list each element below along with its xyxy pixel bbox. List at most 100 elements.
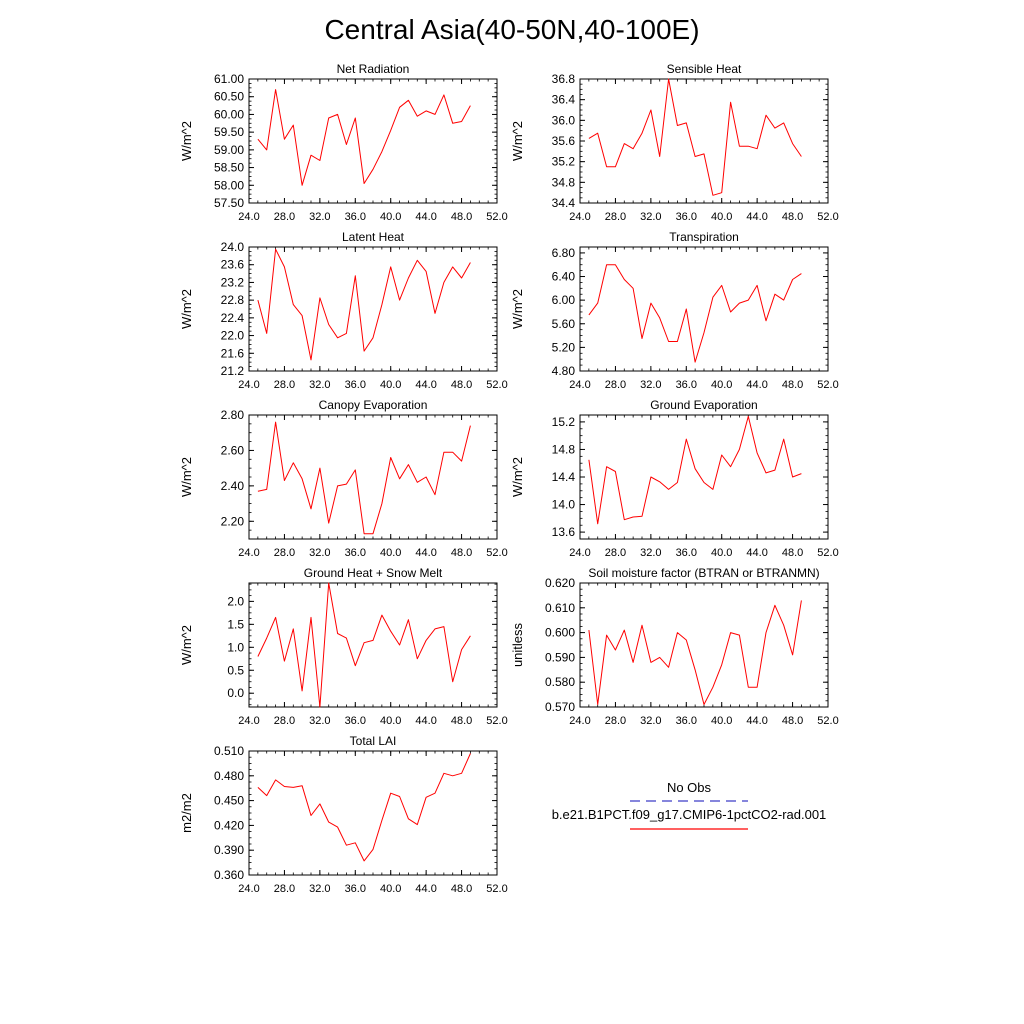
y-tick-label: 0.590 [545,650,575,664]
plot-frame [579,414,829,540]
y-tick-label: 0.360 [214,868,244,882]
y-tick-label: 59.50 [214,125,244,139]
x-tick-label: 40.0 [380,883,401,895]
x-tick-label: 48.0 [782,379,803,391]
y-axis-label: unitless [510,622,525,667]
x-tick-label: 44.0 [415,379,436,391]
legend: No Obs b.e21.B1PCT.f09_g17.CMIP6-1pctCO2… [552,780,826,830]
y-tick-label: 0.0 [227,686,244,700]
y-tick-label: 5.60 [552,317,576,331]
y-tick-label: 0.420 [214,818,244,832]
x-tick-label: 40.0 [380,379,401,391]
y-tick-label: 0.620 [545,576,575,590]
chart-panel-6: Ground Evaporation 24.0 28.0 32.0 36.0 40.0 44… [510,398,839,559]
x-tick-label: 52.0 [486,715,507,727]
x-tick-label: 36.0 [676,715,697,727]
y-axis-label: m2/m2 [179,793,194,833]
x-tick-label: 44.0 [415,211,436,223]
x-tick-label: 24.0 [569,547,590,559]
y-tick-label: 21.6 [221,346,245,360]
x-tick-label: 24.0 [569,715,590,727]
panel-title: Sensible Heat [667,62,742,76]
x-tick-label: 52.0 [486,379,507,391]
x-tick-label: 32.0 [640,547,661,559]
y-tick-label: 24.0 [221,240,245,254]
x-tick-label: 44.0 [746,547,767,559]
figure-title: Central Asia(40-50N,40-100E) [324,14,700,45]
y-axis-label: W/m^2 [179,289,194,329]
x-tick-label: 28.0 [274,211,295,223]
y-tick-label: 36.8 [552,72,576,86]
x-tick-label: 24.0 [238,379,259,391]
x-tick-label: 48.0 [451,547,472,559]
y-tick-label: 23.2 [221,275,245,289]
x-tick-label: 28.0 [274,547,295,559]
series-line [257,421,471,535]
legend-obs-label: No Obs [667,780,712,795]
x-tick-label: 52.0 [486,547,507,559]
y-tick-label: 0.390 [214,843,244,857]
y-tick-label: 22.0 [221,329,245,343]
y-tick-label: 0.510 [214,744,244,758]
x-tick-label: 28.0 [274,883,295,895]
y-tick-label: 14.8 [552,442,576,456]
x-tick-label: 52.0 [817,211,838,223]
y-tick-label: 4.80 [552,364,576,378]
x-tick-label: 28.0 [605,379,626,391]
panel-title: Net Radiation [337,62,410,76]
series-line [588,600,802,705]
x-tick-label: 32.0 [309,715,330,727]
x-tick-label: 40.0 [380,211,401,223]
x-tick-label: 48.0 [782,715,803,727]
y-tick-label: 57.50 [214,196,244,210]
x-tick-label: 32.0 [309,211,330,223]
x-tick-label: 36.0 [676,547,697,559]
series-line [257,753,471,862]
x-tick-label: 52.0 [817,715,838,727]
series-line [588,264,802,363]
y-tick-label: 60.50 [214,90,244,104]
y-tick-label: 0.570 [545,700,575,714]
panel-title: Soil moisture factor (BTRAN or BTRANMN) [588,566,819,580]
chart-panel-9: Total LAI 24.0 28.0 32.0 36.0 40.0 44.0 48.0 52.… [179,734,508,895]
chart-panel-2: Sensible Heat 24.0 28.0 32.0 36.0 40.0 44.0 48.… [510,62,839,223]
y-tick-label: 2.60 [221,443,245,457]
x-tick-label: 24.0 [238,715,259,727]
x-tick-label: 52.0 [817,547,838,559]
x-tick-label: 44.0 [746,211,767,223]
y-tick-label: 0.480 [214,769,244,783]
chart-panel-3: Latent Heat 24.0 28.0 32.0 36.0 40.0 44.0 48.0 5… [179,230,508,391]
x-tick-label: 32.0 [640,715,661,727]
plot-frame [248,246,498,372]
y-tick-label: 2.80 [221,408,245,422]
y-tick-label: 14.4 [552,470,576,484]
y-tick-label: 61.00 [214,72,244,86]
y-tick-label: 2.40 [221,479,245,493]
x-tick-label: 40.0 [380,547,401,559]
x-tick-label: 40.0 [711,715,732,727]
x-tick-label: 48.0 [451,379,472,391]
x-tick-label: 44.0 [746,715,767,727]
x-tick-label: 40.0 [380,715,401,727]
x-tick-label: 24.0 [238,211,259,223]
chart-panel-8: Soil moisture factor (BTRAN or BTRANMN) 2… [510,566,839,727]
x-tick-label: 32.0 [309,547,330,559]
y-tick-label: 6.40 [552,270,576,284]
plot-frame [579,246,829,372]
y-tick-label: 6.00 [552,293,576,307]
panel-title: Latent Heat [342,230,405,244]
x-tick-label: 36.0 [676,379,697,391]
x-tick-label: 32.0 [640,211,661,223]
y-tick-label: 36.0 [552,113,576,127]
y-tick-label: 0.450 [214,794,244,808]
x-tick-label: 48.0 [451,883,472,895]
y-tick-label: 34.4 [552,196,576,210]
x-tick-label: 36.0 [345,547,366,559]
x-tick-label: 48.0 [451,715,472,727]
series-line [257,582,471,708]
y-axis-label: W/m^2 [179,625,194,665]
y-tick-label: 36.4 [552,93,576,107]
plot-frame [248,750,498,876]
y-tick-label: 6.80 [552,246,576,260]
